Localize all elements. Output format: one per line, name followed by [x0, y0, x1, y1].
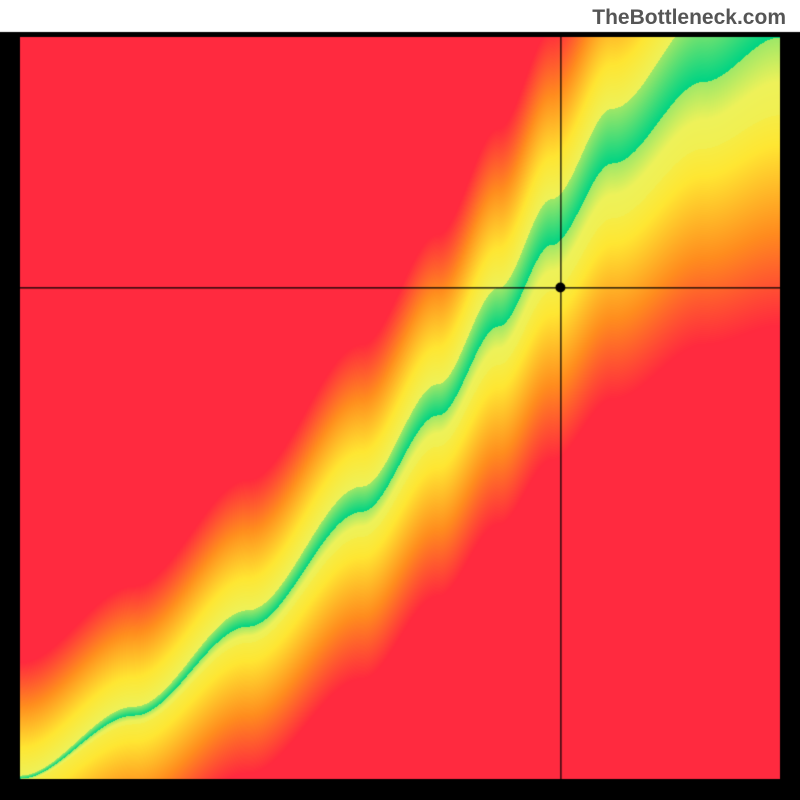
attribution-text: TheBottleneck.com: [592, 6, 786, 30]
chart-container: TheBottleneck.com: [0, 0, 800, 800]
bottleneck-heatmap: [0, 0, 800, 800]
